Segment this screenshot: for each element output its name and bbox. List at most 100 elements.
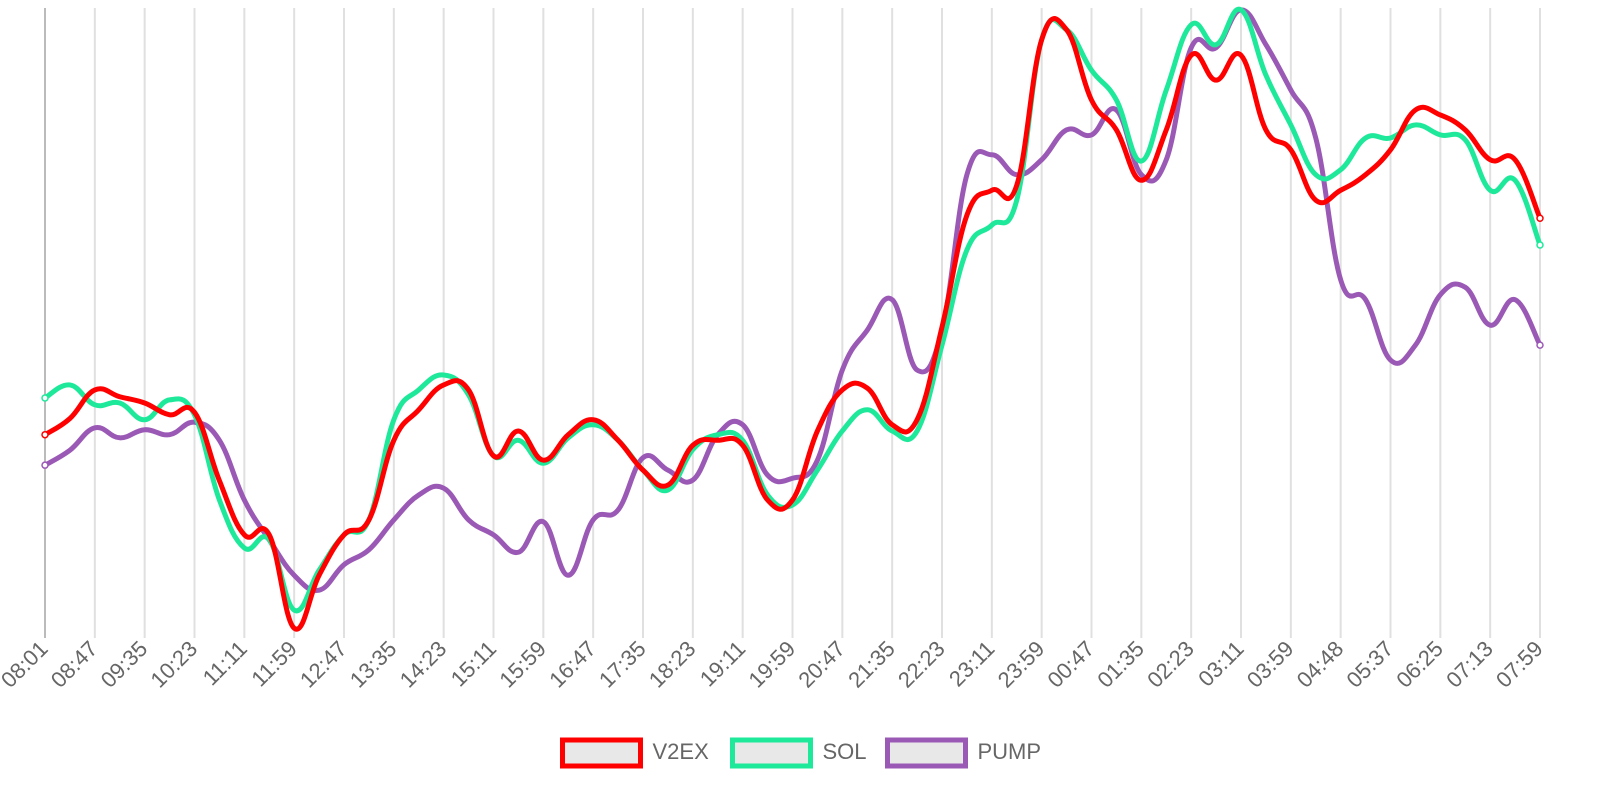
data-point: [890, 422, 895, 427]
data-point: [92, 425, 97, 430]
data-point: [715, 432, 720, 437]
data-point: [1513, 297, 1518, 302]
data-point: [167, 412, 172, 417]
data-point: [1463, 137, 1468, 142]
data-point: [790, 498, 795, 503]
data-point: [1513, 178, 1518, 183]
x-tick-label: 17:35: [594, 636, 651, 693]
x-tick-label: 04:48: [1292, 636, 1349, 693]
data-point: [1488, 323, 1493, 328]
data-point: [441, 382, 446, 387]
data-point: [117, 435, 122, 440]
data-point: [217, 498, 222, 503]
data-point: [591, 517, 596, 522]
data-point: [865, 328, 870, 333]
x-tick-label: 13:35: [345, 636, 402, 693]
data-point: [491, 453, 496, 458]
data-point: [616, 507, 621, 512]
data-point: [1139, 172, 1144, 177]
x-tick-label: 21:35: [843, 636, 900, 693]
data-point: [1313, 198, 1318, 203]
data-point: [616, 438, 621, 443]
data-point: [1338, 188, 1343, 193]
x-tick-label: 00:47: [1043, 636, 1100, 693]
data-point: [989, 188, 994, 193]
data-point: [1313, 172, 1318, 177]
data-point: [840, 387, 845, 392]
data-point: [416, 493, 421, 498]
legend-swatch: [730, 737, 813, 769]
data-point: [1513, 157, 1518, 162]
data-point: [1363, 297, 1368, 302]
x-tick-label: 03:11: [1193, 636, 1248, 691]
x-tick-label: 08:01: [0, 636, 53, 693]
data-point: [1263, 127, 1268, 132]
data-point: [1239, 53, 1243, 58]
data-point: [641, 455, 645, 460]
data-point: [242, 532, 247, 537]
data-point: [1413, 108, 1418, 113]
data-point: [1039, 37, 1044, 42]
data-point: [1014, 198, 1019, 203]
x-tick-label: 23:59: [993, 636, 1050, 693]
legend-swatch: [560, 737, 643, 769]
data-point: [1438, 292, 1443, 297]
data-point: [416, 387, 421, 392]
x-tick-label: 06:25: [1391, 636, 1448, 693]
data-point: [516, 438, 521, 443]
data-point: [665, 468, 670, 473]
x-tick-label: 20:47: [793, 636, 850, 693]
data-point: [1388, 147, 1393, 152]
data-point: [1438, 132, 1443, 137]
data-point: [342, 562, 346, 567]
data-point: [915, 368, 920, 373]
data-point: [1039, 157, 1044, 162]
data-point: [815, 468, 820, 473]
data-point: [391, 438, 396, 443]
data-point: [67, 416, 72, 421]
x-tick-label: 14:23: [395, 636, 452, 693]
data-point: [1114, 127, 1119, 132]
legend-item[interactable]: PUMP: [885, 737, 1042, 769]
data-point: [391, 517, 396, 522]
data-point: [1313, 135, 1318, 140]
x-tick-label: 16:47: [544, 636, 601, 693]
data-point: [566, 573, 571, 578]
data-point: [1139, 159, 1144, 164]
legend-item[interactable]: V2EX: [560, 737, 710, 769]
data-point: [1139, 178, 1144, 183]
data-point: [167, 432, 172, 437]
data-point: [1536, 214, 1544, 222]
data-point: [416, 407, 421, 412]
data-point: [989, 223, 994, 228]
data-point: [242, 545, 247, 550]
data-point: [1089, 98, 1094, 103]
data-point: [491, 532, 496, 537]
legend-item[interactable]: SOL: [730, 737, 867, 769]
x-tick-label: 15:59: [494, 636, 551, 693]
data-point: [591, 417, 596, 422]
data-point: [1089, 68, 1094, 73]
x-tick-label: 09:35: [96, 636, 153, 693]
data-point: [915, 417, 920, 422]
data-point: [690, 478, 695, 483]
data-point: [641, 468, 645, 473]
data-point: [117, 400, 122, 405]
data-point: [541, 458, 546, 463]
data-point: [1064, 27, 1069, 32]
data-point: [1189, 53, 1194, 58]
data-point: [366, 547, 371, 552]
x-tick-label: 01:35: [1092, 636, 1149, 693]
data-point: [366, 517, 371, 522]
data-point: [92, 402, 97, 407]
data-point: [890, 428, 895, 433]
data-point: [1438, 112, 1443, 117]
data-point: [1338, 167, 1343, 172]
data-point: [1214, 42, 1219, 47]
data-point: [566, 432, 571, 437]
data-point: [765, 498, 770, 503]
x-tick-label: 07:59: [1491, 636, 1548, 693]
data-point: [516, 428, 521, 433]
data-point: [317, 573, 322, 578]
